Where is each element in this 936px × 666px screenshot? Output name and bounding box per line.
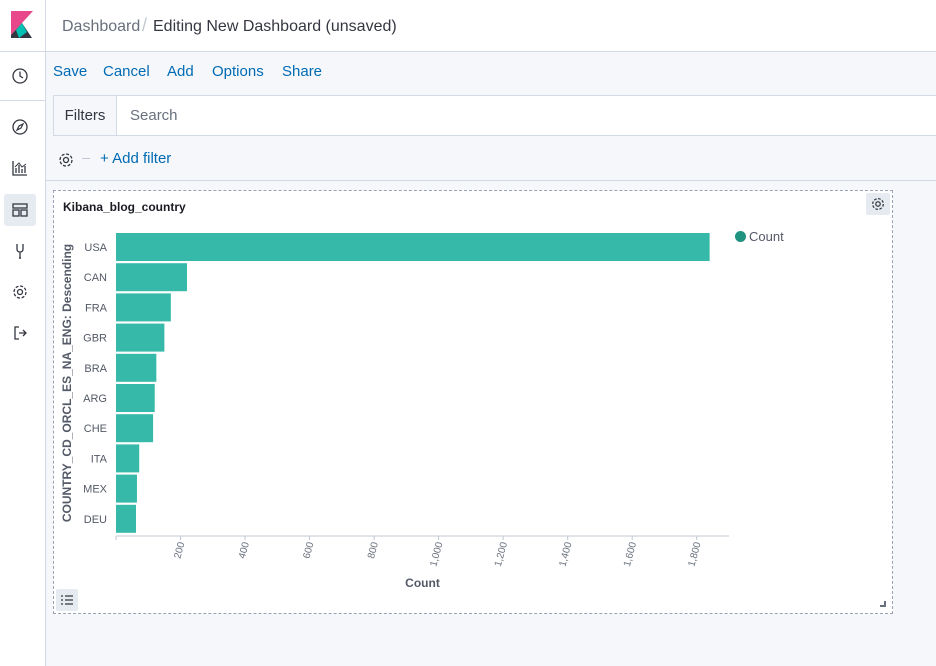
visualize-icon[interactable] xyxy=(4,152,36,184)
bar-che[interactable] xyxy=(116,414,154,443)
sidebar-divider xyxy=(0,100,46,101)
legend-dot xyxy=(735,231,746,242)
header-bar: Dashboard / Editing New Dashboard (unsav… xyxy=(46,0,936,52)
logout-icon[interactable] xyxy=(4,317,36,349)
category-label-usa: USA xyxy=(84,242,107,254)
category-label-fra: FRA xyxy=(85,302,108,314)
dev-tools-icon[interactable] xyxy=(4,235,36,267)
bar-chart: USA CAN FRA GBR BRA ARG CHE ITA MEX DEU 200 400 600 8… xyxy=(60,233,729,590)
bar-arg[interactable] xyxy=(116,384,155,412)
save-button[interactable]: Save xyxy=(53,63,88,80)
breadcrumb-current: Editing New Dashboard (unsaved) xyxy=(153,18,397,35)
x-tick-label: 1,600 xyxy=(622,541,639,568)
panel-resize-handle[interactable] xyxy=(880,601,886,607)
category-label-bra: BRA xyxy=(84,363,107,375)
filter-settings-gear-icon[interactable] xyxy=(57,151,75,169)
breadcrumb-dashboard[interactable]: Dashboard xyxy=(62,18,141,35)
legend-label: Count xyxy=(749,229,784,244)
category-label-deu: DEU xyxy=(84,514,107,526)
x-tick-label: 1,400 xyxy=(557,541,574,568)
y-axis-title: COUNTRY_CD_ORCL_ES_NA_ENG: Descending xyxy=(60,244,74,522)
cancel-button[interactable]: Cancel xyxy=(103,63,150,80)
panel-title: Kibana_blog_country xyxy=(63,200,186,214)
panel-options-gear-icon[interactable] xyxy=(866,193,890,215)
x-tick-label: 800 xyxy=(366,541,381,560)
query-bar: Filters xyxy=(53,95,936,136)
category-label-can: CAN xyxy=(84,272,107,284)
breadcrumb-separator: / xyxy=(142,15,148,35)
x-tick-label: 400 xyxy=(237,541,252,560)
dashboard-icon[interactable] xyxy=(4,194,36,226)
category-label-gbr: GBR xyxy=(83,333,107,345)
category-label-arg: ARG xyxy=(83,393,107,405)
legend-toggle-list-icon[interactable] xyxy=(56,589,78,611)
kibana-logo[interactable] xyxy=(0,0,46,52)
add-button[interactable]: Add xyxy=(167,63,194,80)
bar-usa[interactable] xyxy=(116,233,710,261)
x-tick-label: 600 xyxy=(302,541,317,560)
filter-divider xyxy=(82,158,90,159)
filters-label: Filters xyxy=(54,96,117,135)
filter-bar: + Add filter xyxy=(46,137,936,181)
bar-deu[interactable] xyxy=(116,504,137,533)
share-button[interactable]: Share xyxy=(282,63,323,80)
category-label-ita: ITA xyxy=(91,453,108,465)
add-filter-link[interactable]: + Add filter xyxy=(100,150,172,167)
bar-ita[interactable] xyxy=(116,444,140,473)
chart-legend[interactable]: Count xyxy=(735,229,784,244)
category-label-che: CHE xyxy=(84,423,107,435)
management-icon[interactable] xyxy=(4,276,36,308)
x-tick-label: 1,800 xyxy=(687,541,704,568)
x-tick-label: 1,200 xyxy=(493,541,510,568)
top-nav-menu: Save Cancel Add Options Share xyxy=(46,53,936,93)
bar-fra[interactable] xyxy=(116,293,171,322)
side-nav xyxy=(0,0,46,666)
bar-gbr[interactable] xyxy=(116,323,165,352)
search-input[interactable] xyxy=(118,96,918,135)
kibana-logo-icon xyxy=(11,11,33,38)
discover-icon[interactable] xyxy=(4,111,36,143)
category-label-mex: MEX xyxy=(83,484,108,496)
x-tick-label: 1,000 xyxy=(428,541,445,568)
recent-icon[interactable] xyxy=(4,60,36,92)
bar-mex[interactable] xyxy=(116,474,137,503)
options-button[interactable]: Options xyxy=(212,63,264,80)
visualization-panel: Kibana_blog_country Count USA CAN FRA GBR BR… xyxy=(53,190,893,614)
x-axis-title: Count xyxy=(405,576,440,590)
bar-bra[interactable] xyxy=(116,353,157,382)
x-tick-label: 200 xyxy=(172,541,187,560)
bar-can[interactable] xyxy=(116,263,187,292)
